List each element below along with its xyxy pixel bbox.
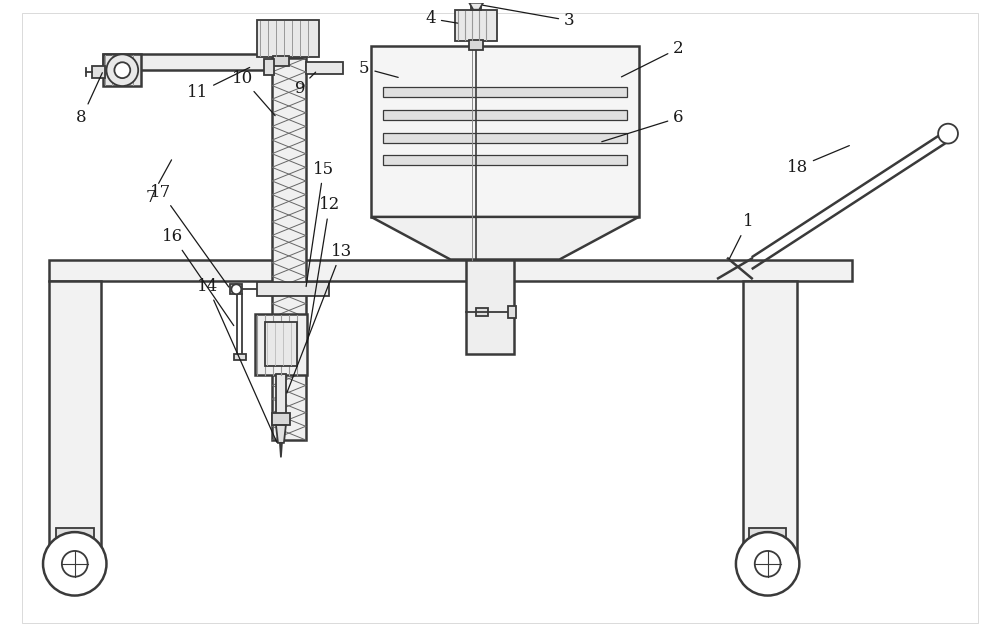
Text: 4: 4 [425, 10, 458, 27]
Text: 11: 11 [187, 67, 250, 102]
Bar [49, 259, 852, 281]
Bar [103, 54, 141, 86]
Bar [49, 281, 101, 556]
Bar [743, 281, 797, 556]
Bar [255, 314, 307, 375]
Bar [273, 57, 289, 66]
Bar [469, 41, 483, 50]
Bar [455, 10, 497, 41]
Bar [264, 59, 274, 75]
Text: 15: 15 [306, 161, 334, 286]
Bar [508, 306, 516, 318]
Text: 1: 1 [729, 213, 753, 259]
Text: 3: 3 [483, 5, 575, 29]
Circle shape [736, 532, 799, 595]
Bar [471, 3, 481, 10]
Circle shape [62, 551, 88, 577]
Bar [103, 54, 274, 70]
Bar [56, 528, 94, 542]
Circle shape [938, 124, 958, 144]
Text: 18: 18 [787, 146, 849, 176]
Bar [383, 87, 627, 97]
Text: 7: 7 [146, 160, 172, 205]
Bar [276, 373, 286, 415]
Text: 13: 13 [287, 243, 352, 393]
Bar [92, 66, 105, 78]
Circle shape [755, 551, 781, 577]
Bar [466, 259, 514, 354]
Circle shape [106, 54, 138, 86]
Text: 16: 16 [162, 228, 234, 326]
Bar [476, 308, 488, 316]
Text: 6: 6 [602, 109, 684, 142]
Bar [234, 354, 246, 359]
Bar [383, 110, 627, 120]
Bar [257, 282, 329, 296]
Circle shape [231, 284, 241, 294]
Bar [257, 20, 319, 57]
Bar [272, 59, 306, 440]
Text: 17: 17 [150, 184, 229, 287]
Bar [272, 413, 290, 425]
Circle shape [114, 62, 130, 78]
Bar [749, 528, 786, 542]
Bar [265, 322, 297, 366]
Circle shape [43, 532, 106, 595]
Bar [383, 155, 627, 165]
Polygon shape [276, 425, 286, 443]
Bar [306, 62, 343, 74]
Text: 5: 5 [359, 60, 398, 78]
Bar [371, 46, 639, 217]
Text: 8: 8 [76, 73, 102, 127]
Polygon shape [371, 217, 639, 259]
Text: 14: 14 [197, 278, 277, 443]
Bar [383, 133, 627, 142]
Polygon shape [469, 3, 483, 10]
Text: 9: 9 [295, 72, 316, 97]
Text: 10: 10 [232, 69, 275, 116]
Bar [230, 284, 242, 294]
Text: 12: 12 [307, 197, 340, 343]
Text: 2: 2 [621, 40, 684, 77]
